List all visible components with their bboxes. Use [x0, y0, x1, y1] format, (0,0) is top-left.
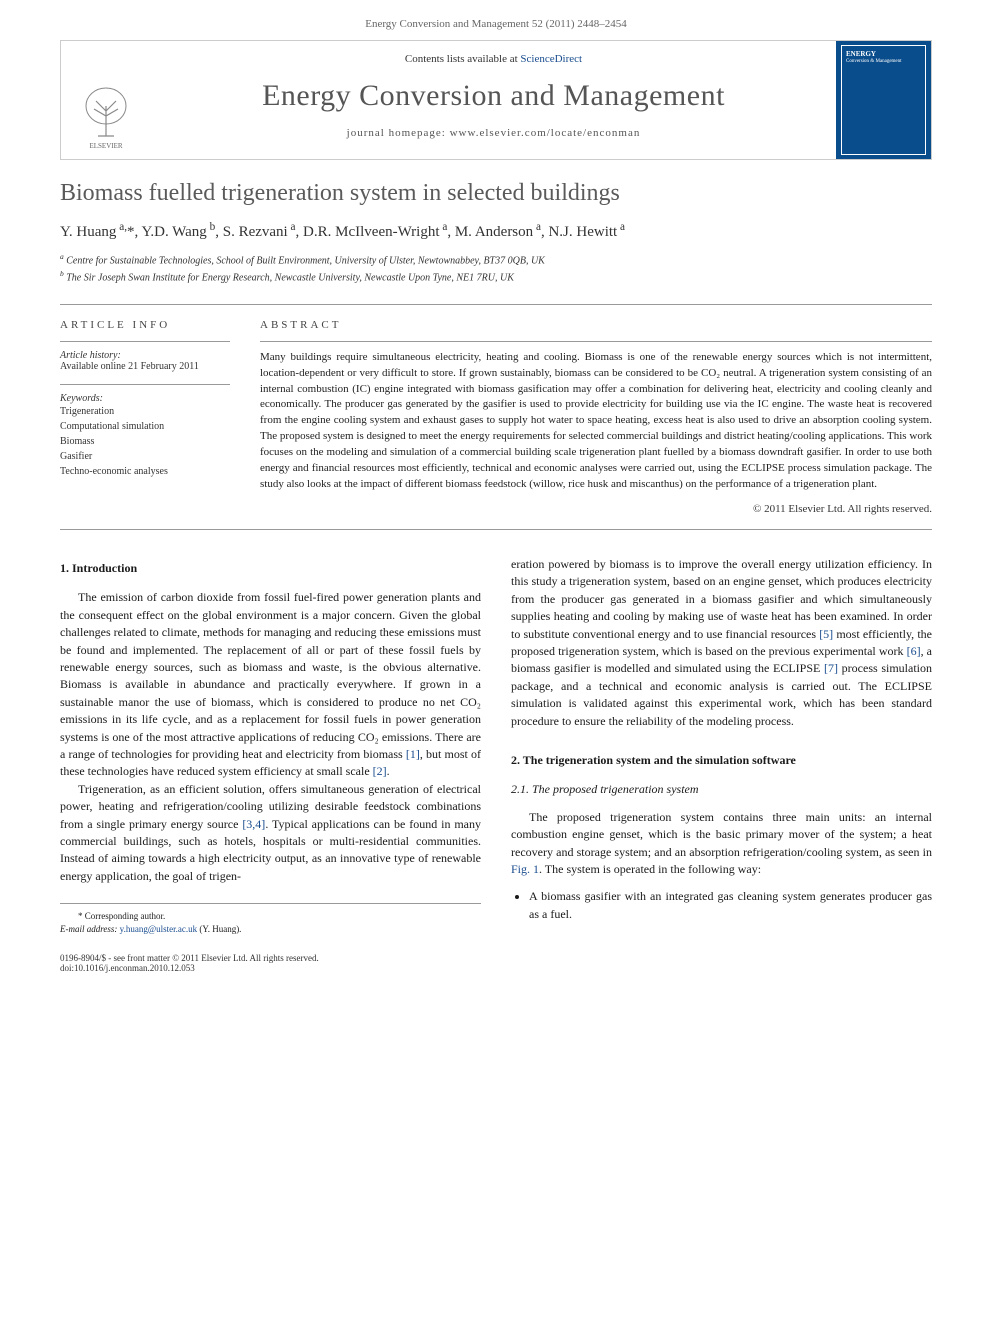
citation-text: Energy Conversion and Management 52 (201…: [365, 18, 627, 30]
contents-prefix: Contents lists available at: [405, 53, 520, 65]
publisher-logo-area: ELSEVIER: [61, 41, 151, 159]
bullet-list: A biomass gasifier with an integrated ga…: [511, 888, 932, 923]
email-label: E-mail address:: [60, 924, 120, 934]
ref-6-link[interactable]: [6]: [907, 644, 921, 658]
fig-1-link[interactable]: Fig. 1: [511, 862, 539, 876]
banner-center: Contents lists available at ScienceDirec…: [151, 41, 836, 159]
ref-2-link[interactable]: [2]: [373, 764, 387, 778]
keyword: Techno-economic analyses: [60, 464, 230, 479]
section-2-heading: 2. The trigeneration system and the simu…: [511, 752, 932, 769]
article-info-heading: ARTICLE INFO: [60, 319, 230, 331]
footnote-area: * Corresponding author. E-mail address: …: [60, 903, 481, 935]
abstract-heading: ABSTRACT: [260, 319, 932, 331]
ref-7-link[interactable]: [7]: [824, 661, 838, 675]
homepage-prefix: journal homepage:: [347, 127, 450, 139]
section-1-heading: 1. Introduction: [60, 560, 481, 577]
history-label: Article history:: [60, 350, 230, 361]
cover-title: ENERGY: [846, 50, 921, 59]
info-divider-2: [60, 384, 230, 385]
keywords-label: Keywords:: [60, 393, 230, 404]
intro-para-2: Trigeneration, as an efficient solution,…: [60, 781, 481, 885]
p1-text: The emission of carbon dioxide from foss…: [60, 590, 481, 761]
homepage-url: www.elsevier.com/locate/enconman: [450, 127, 641, 139]
keyword: Trigeneration: [60, 404, 230, 419]
svg-text:ELSEVIER: ELSEVIER: [89, 142, 122, 150]
email-line: E-mail address: y.huang@ulster.ac.uk (Y.…: [60, 923, 481, 936]
meta-abstract-row: ARTICLE INFO Article history: Available …: [60, 305, 932, 529]
homepage-line: journal homepage: www.elsevier.com/locat…: [151, 127, 836, 139]
email-tail: (Y. Huang).: [197, 924, 241, 934]
elsevier-tree-logo: ELSEVIER: [76, 81, 136, 151]
intro-para-1: The emission of carbon dioxide from foss…: [60, 589, 481, 780]
abstract-text: Many buildings require simultaneous elec…: [260, 350, 932, 493]
body-columns: 1. Introduction The emission of carbon d…: [60, 556, 932, 935]
journal-banner: ELSEVIER Contents lists available at Sci…: [60, 40, 932, 160]
journal-cover-area: ENERGY Conversion & Management: [836, 41, 931, 159]
abstract-copyright: © 2011 Elsevier Ltd. All rights reserved…: [260, 503, 932, 515]
info-divider: [60, 341, 230, 342]
author-email-link[interactable]: y.huang@ulster.ac.uk: [120, 924, 197, 934]
left-column: 1. Introduction The emission of carbon d…: [60, 556, 481, 935]
p1-tail: .: [387, 764, 390, 778]
sciencedirect-link[interactable]: ScienceDirect: [520, 53, 582, 65]
corresponding-author: * Corresponding author.: [60, 910, 481, 923]
keyword: Biomass: [60, 434, 230, 449]
s2p1-text: The proposed trigeneration system contai…: [511, 810, 932, 859]
affiliation-a-text: Centre for Sustainable Technologies, Sch…: [66, 255, 545, 266]
affiliation-b-text: The Sir Joseph Swan Institute for Energy…: [66, 273, 514, 284]
keyword: Computational simulation: [60, 419, 230, 434]
history-value: Available online 21 February 2011: [60, 361, 230, 372]
ref-1-link[interactable]: [1]: [406, 747, 420, 761]
subsection-21-heading: 2.1. The proposed trigeneration system: [511, 781, 932, 798]
cover-subtitle: Conversion & Management: [846, 59, 921, 66]
page-footer: 0196-8904/$ - see front matter © 2011 El…: [60, 953, 932, 973]
front-matter-line: 0196-8904/$ - see front matter © 2011 El…: [60, 953, 319, 963]
s2p1-end: . The system is operated in the followin…: [539, 862, 761, 876]
keyword: Gasifier: [60, 449, 230, 464]
intro-para-3: eration powered by biomass is to improve…: [511, 556, 932, 730]
affiliation-b: b The Sir Joseph Swan Institute for Ener…: [60, 268, 932, 285]
affiliation-a: a Centre for Sustainable Technologies, S…: [60, 251, 932, 268]
running-header: Energy Conversion and Management 52 (201…: [0, 0, 992, 40]
ref-34-link[interactable]: [3,4]: [242, 817, 265, 831]
author-list: Y. Huang a,*, Y.D. Wang b, S. Rezvani a,…: [60, 221, 932, 241]
abstract-divider: [260, 341, 932, 342]
journal-name: Energy Conversion and Management: [151, 79, 836, 113]
right-column: eration powered by biomass is to improve…: [511, 556, 932, 935]
bullet-1: A biomass gasifier with an integrated ga…: [529, 888, 932, 923]
keywords-list: Trigeneration Computational simulation B…: [60, 404, 230, 479]
affiliations: a Centre for Sustainable Technologies, S…: [60, 251, 932, 286]
divider-bottom: [60, 529, 932, 530]
article-info-column: ARTICLE INFO Article history: Available …: [60, 319, 260, 515]
journal-cover-thumbnail: ENERGY Conversion & Management: [841, 45, 926, 155]
contents-line: Contents lists available at ScienceDirec…: [151, 53, 836, 65]
article-title: Biomass fuelled trigeneration system in …: [60, 180, 932, 207]
abstract-column: ABSTRACT Many buildings require simultan…: [260, 319, 932, 515]
doi-line: doi:10.1016/j.enconman.2010.12.053: [60, 963, 319, 973]
ref-5-link[interactable]: [5]: [819, 627, 833, 641]
s2-para-1: The proposed trigeneration system contai…: [511, 809, 932, 879]
footer-left: 0196-8904/$ - see front matter © 2011 El…: [60, 953, 319, 973]
